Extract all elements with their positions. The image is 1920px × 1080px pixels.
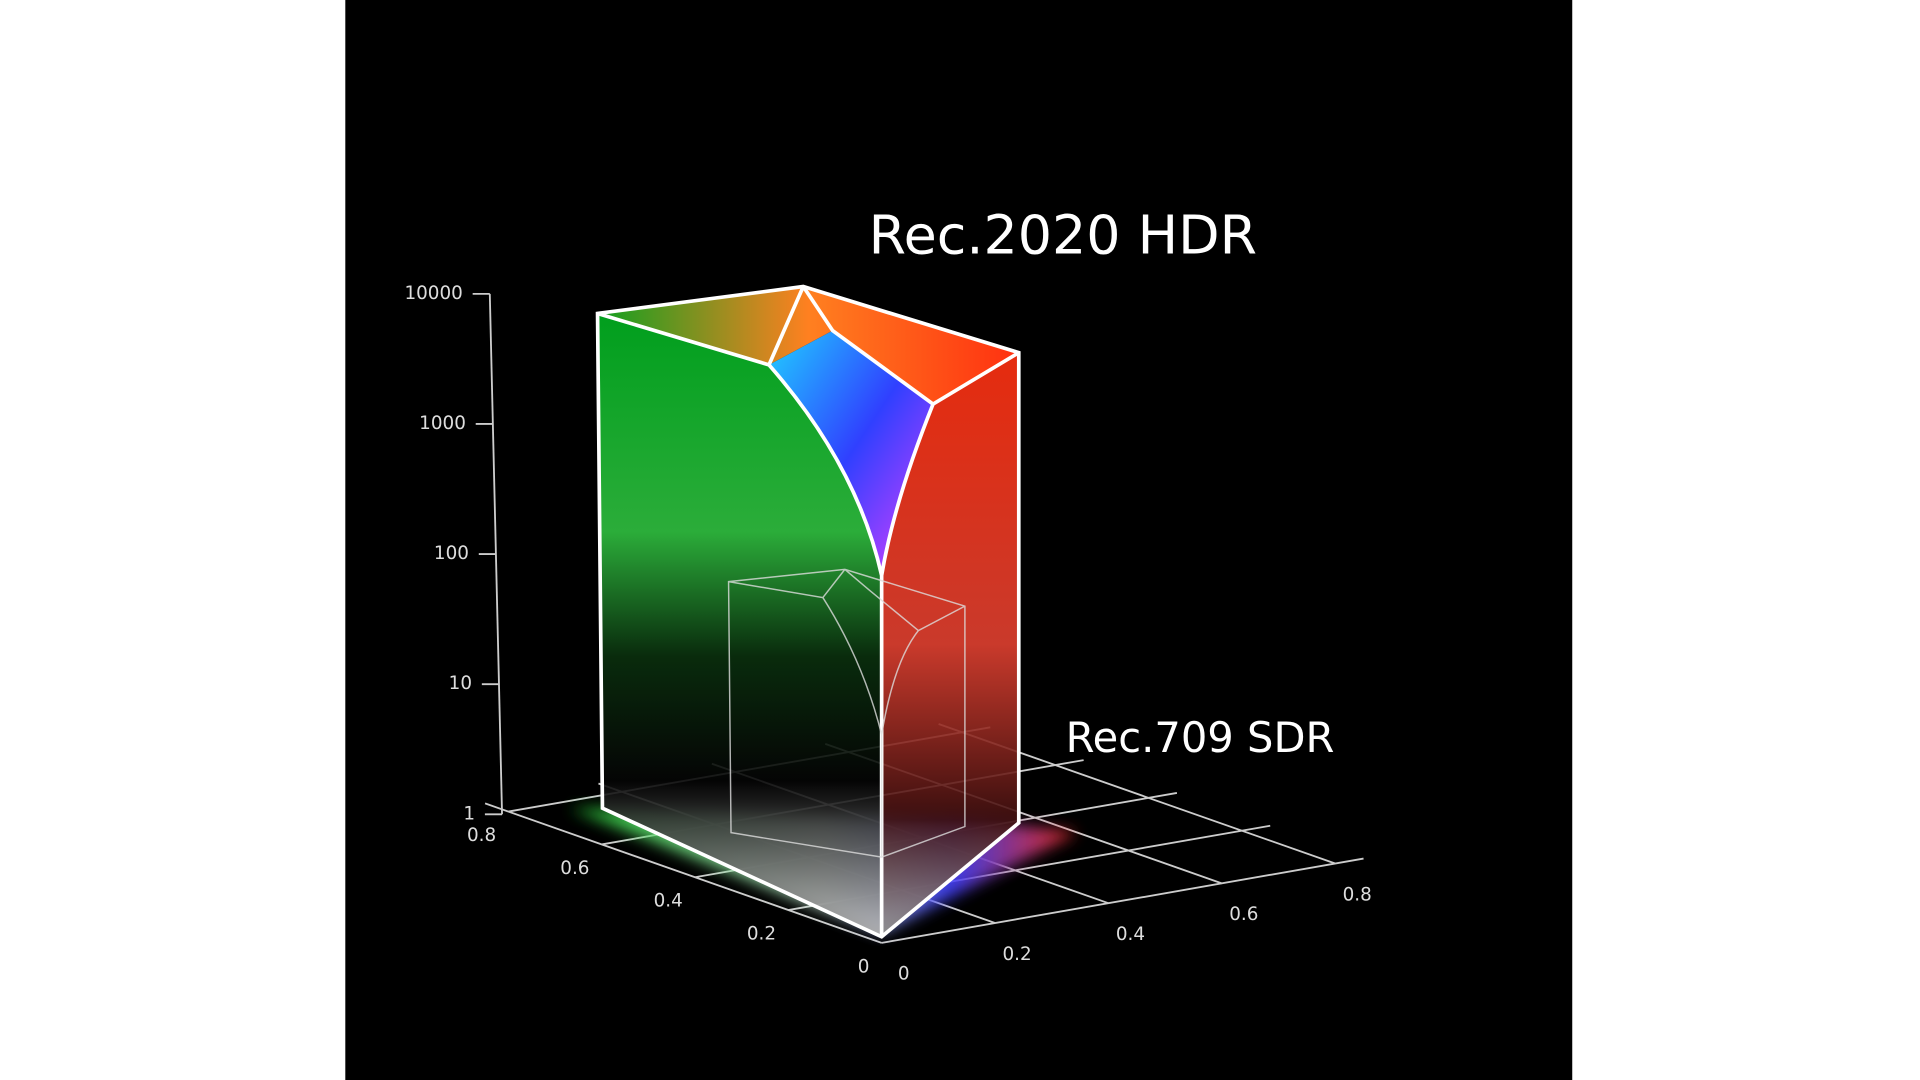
z-tick-label: 10: [449, 673, 472, 694]
x-tick-label: 0.2: [1002, 944, 1031, 965]
grid-line: [881, 857, 1364, 944]
grid-line: [484, 802, 882, 944]
x-tick-label: 0.6: [1229, 904, 1258, 925]
x-tick-label: 0.4: [1116, 924, 1145, 945]
z-tick-label: 100: [434, 543, 469, 564]
z-tick-label: 1: [463, 803, 475, 824]
y-tick-label: 0.4: [654, 891, 683, 912]
sdr-label: Rec.709 SDR: [1066, 713, 1335, 762]
y-tick-label: 0: [858, 956, 870, 977]
hdr-volume: [595, 284, 1021, 939]
x-tick-label: 0: [898, 964, 910, 985]
y-tick-label: 0.8: [467, 825, 496, 846]
z-tick-label: 10000: [404, 283, 462, 304]
hdr-label: Rec.2020 HDR: [869, 203, 1257, 266]
z-tick-label: 1000: [419, 413, 466, 434]
y-tick-label: 0.2: [747, 924, 776, 945]
x-tick-label: 0.8: [1343, 884, 1372, 905]
y-tick-label: 0.6: [560, 858, 589, 879]
